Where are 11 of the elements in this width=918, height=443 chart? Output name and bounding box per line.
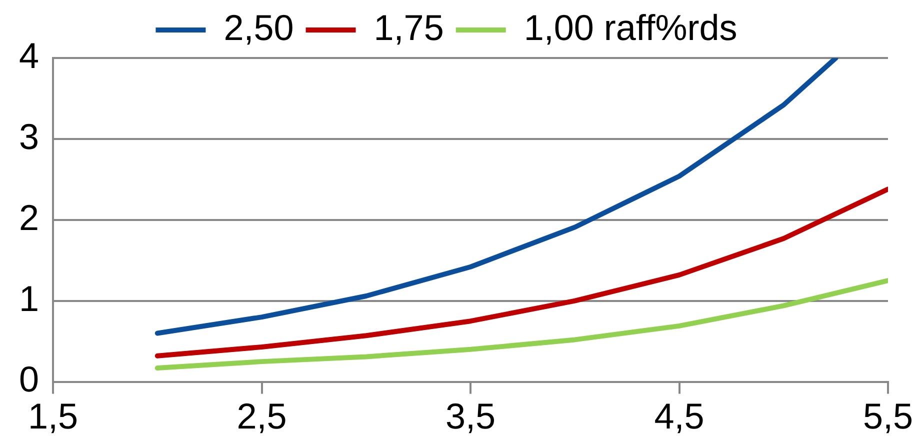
- y-tick-label: 2: [18, 196, 40, 238]
- legend-label: 1,00 raff%rds: [524, 6, 738, 48]
- x-tick-label: 5,5: [862, 395, 914, 436]
- y-tick-label: 3: [18, 116, 40, 157]
- x-tick-label: 2,5: [236, 395, 287, 436]
- y-tick-label: 4: [18, 34, 40, 76]
- y-tick-label: 1: [18, 278, 40, 319]
- legend-label: 2,50: [224, 6, 294, 48]
- x-tick-label: 4,5: [654, 395, 704, 436]
- legend-label: 1,75: [374, 6, 444, 48]
- x-tick-label: 3,5: [445, 395, 496, 436]
